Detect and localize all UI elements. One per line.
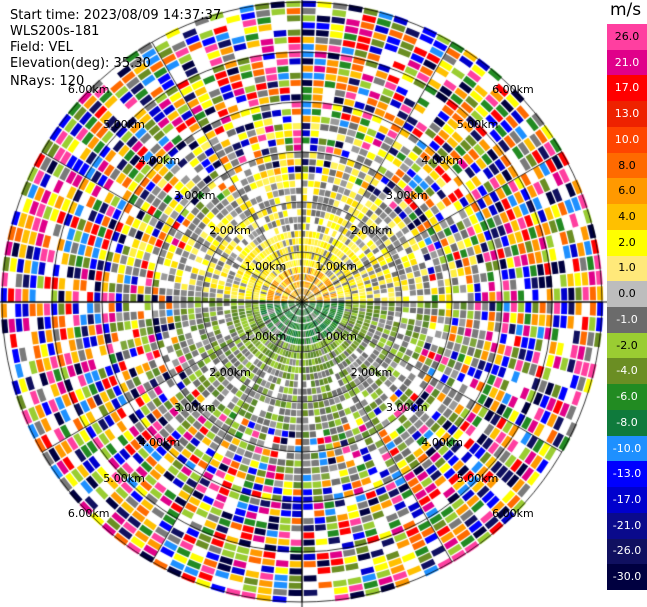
- range-ring-label: 5.00km: [456, 471, 499, 485]
- colorbar-tick-label: -21.0: [612, 518, 642, 532]
- range-ring-label: 3.00km: [386, 401, 428, 415]
- range-ring-label: 4.00km: [421, 153, 463, 167]
- colorbar-segment: [607, 461, 647, 488]
- colorbar-tick-label: 10.0: [614, 132, 640, 146]
- colorbar-tick-label: 4.0: [618, 209, 636, 223]
- colorbar-unit: m/s: [610, 0, 642, 20]
- field-label: Field: VEL: [10, 40, 73, 55]
- range-ring-label: 4.00km: [421, 436, 463, 450]
- elevation-label: Elevation(deg): 35.30: [10, 56, 151, 71]
- colorbar-tick-label: -13.0: [612, 467, 642, 481]
- colorbar-tick-label: -17.0: [612, 492, 642, 506]
- colorbar-segment: [607, 435, 647, 462]
- colorbar-tick-label: -26.0: [612, 544, 642, 558]
- range-ring-label: 1.00km: [244, 330, 287, 344]
- range-ring-label: 1.00km: [315, 259, 357, 273]
- colorbar-tick-label: 17.0: [614, 81, 640, 95]
- colorbar-segment: [607, 307, 647, 334]
- colorbar-tick-label: -6.0: [616, 390, 638, 404]
- colorbar-segment: [607, 487, 647, 514]
- colorbar-segment: [607, 255, 647, 282]
- colorbar-segment: [607, 332, 647, 359]
- colorbar-tick-label: -4.0: [616, 364, 638, 378]
- range-ring-label: 1.00km: [244, 259, 287, 273]
- range-ring-label: 5.00km: [103, 118, 145, 132]
- colorbar-segment: [607, 384, 647, 411]
- colorbar-tick-label: -8.0: [616, 415, 638, 429]
- colorbar-segment: [607, 538, 647, 565]
- colorbar-segment: [607, 75, 647, 102]
- colorbar-tick-label: 0.0: [618, 287, 636, 301]
- colorbar-segment: [607, 564, 647, 591]
- range-ring-label: 2.00km: [209, 365, 251, 379]
- range-ring-label: 5.00km: [456, 118, 499, 132]
- colorbar-segment: [607, 409, 647, 437]
- range-ring-label: 2.00km: [350, 224, 393, 238]
- colorbar-segment: [607, 101, 647, 128]
- range-ring-label: 5.00km: [103, 471, 145, 485]
- range-ring-label: 6.00km: [492, 82, 534, 96]
- start-time-label: Start time: 2023/08/09 14:37:37: [10, 8, 222, 23]
- colorbar-segment: [607, 281, 647, 308]
- colorbar-tick-label: 2.0: [618, 235, 636, 249]
- colorbar-segment: [607, 178, 647, 205]
- colorbar-segment: [607, 24, 647, 51]
- colorbar-segment: [607, 204, 647, 231]
- range-ring-label: 6.00km: [67, 82, 110, 96]
- range-ring-label: 3.00km: [173, 401, 216, 415]
- colorbar-segment: [607, 229, 647, 257]
- ppi-scan-plot: [0, 0, 607, 607]
- colorbar-tick-label: -2.0: [616, 338, 638, 352]
- instrument-label: WLS200s-181: [10, 24, 100, 39]
- nrays-label: NRays: 120: [10, 74, 85, 89]
- colorbar-tick-label: 8.0: [618, 158, 636, 172]
- colorbar-tick-label: 1.0: [618, 261, 636, 275]
- range-ring-label: 4.00km: [138, 436, 181, 450]
- range-ring-label: 3.00km: [173, 188, 216, 202]
- colorbar-segment: [607, 49, 647, 76]
- range-ring-label: 3.00km: [386, 188, 428, 202]
- colorbar-tick-label: 6.0: [618, 184, 636, 198]
- colorbar-tick-label: 26.0: [614, 29, 640, 43]
- colorbar-segment: [607, 358, 647, 385]
- range-ring-label: 2.00km: [350, 365, 393, 379]
- range-ring-label: 6.00km: [492, 507, 534, 521]
- range-ring-label: 2.00km: [209, 224, 251, 238]
- colorbar-tick-label: -1.0: [616, 312, 638, 326]
- range-ring-label: 1.00km: [315, 330, 357, 344]
- colorbar-segment: [607, 126, 647, 154]
- colorbar-segment: [607, 152, 647, 179]
- range-ring-label: 6.00km: [67, 507, 110, 521]
- colorbar-segment: [607, 512, 647, 540]
- colorbar-tick-label: 21.0: [614, 55, 640, 69]
- colorbar-tick-label: -10.0: [612, 441, 642, 455]
- colorbar-tick-label: -30.0: [612, 570, 642, 584]
- colorbar-tick-label: 13.0: [614, 107, 640, 121]
- range-ring-label: 4.00km: [138, 153, 181, 167]
